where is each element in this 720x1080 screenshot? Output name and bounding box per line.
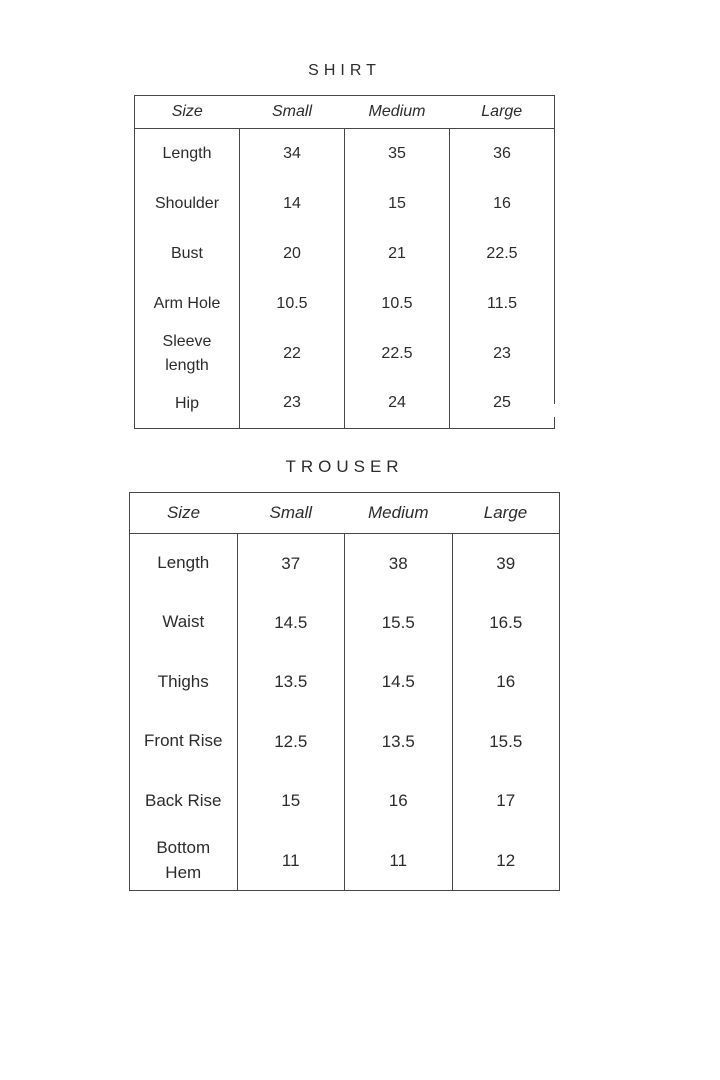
cell-value: 22 bbox=[239, 328, 345, 379]
row-label: Length bbox=[162, 145, 212, 163]
cell-value: 12 bbox=[451, 831, 560, 891]
cell-value: 38 bbox=[344, 533, 452, 593]
trouser-size-chart: TROUSER Size Small Medium Large Length 3… bbox=[129, 458, 560, 891]
table-row: Thighs 13.5 14.5 16 bbox=[130, 652, 560, 712]
row-label: Back Rise bbox=[144, 790, 222, 810]
trouser-table: Size Small Medium Large Length 37 38 39 … bbox=[129, 492, 560, 891]
cell-value: 22.5 bbox=[449, 228, 555, 279]
column-header-size: Size bbox=[129, 492, 237, 534]
cell-value: 16 bbox=[344, 771, 452, 831]
cell-value: 37 bbox=[236, 533, 345, 593]
column-header-large: Large bbox=[452, 492, 560, 534]
column-header-medium: Medium bbox=[344, 95, 450, 129]
table-row: Shoulder 14 15 16 bbox=[135, 178, 555, 229]
cell-value: 14.5 bbox=[344, 652, 452, 712]
cell-value: 39 bbox=[451, 533, 560, 593]
cell-value: 14.5 bbox=[236, 593, 345, 653]
cell-value: 23 bbox=[449, 328, 555, 379]
cell-value: 17 bbox=[451, 771, 560, 831]
cell-value: 11 bbox=[344, 831, 452, 891]
row-label: Bust bbox=[170, 244, 203, 262]
cell-value: 14 bbox=[239, 178, 345, 229]
cell-value: 10.5 bbox=[344, 278, 450, 329]
row-label: Shoulder bbox=[154, 194, 220, 212]
table-row: Sleeve length 22 22.5 23 bbox=[135, 328, 555, 379]
table-row: Hip 23 24 25 bbox=[135, 378, 555, 429]
cell-value: 34 bbox=[239, 128, 345, 179]
border-gap-artifact bbox=[551, 404, 556, 417]
table-row: Length 37 38 39 bbox=[130, 533, 560, 593]
cell-value: 36 bbox=[449, 128, 555, 179]
cell-value: 16.5 bbox=[451, 593, 560, 653]
cell-value: 16 bbox=[449, 178, 555, 229]
column-header-size: Size bbox=[134, 95, 240, 129]
shirt-header-row: Size Small Medium Large bbox=[134, 95, 555, 129]
cell-value: 16 bbox=[451, 652, 560, 712]
cell-value: 15 bbox=[236, 771, 345, 831]
cell-value: 25 bbox=[449, 378, 555, 429]
column-header-medium: Medium bbox=[344, 492, 452, 534]
cell-value: 23 bbox=[239, 378, 345, 429]
cell-value: 20 bbox=[239, 228, 345, 279]
row-label: Thighs bbox=[157, 671, 209, 691]
row-label: Bottom Hem bbox=[156, 837, 211, 882]
trouser-title: TROUSER bbox=[285, 457, 404, 476]
table-row: Arm Hole 10.5 10.5 11.5 bbox=[135, 278, 555, 329]
cell-value: 21 bbox=[344, 228, 450, 279]
cell-value: 15.5 bbox=[344, 593, 452, 653]
row-label: Hip bbox=[174, 394, 199, 412]
row-label: Arm Hole bbox=[153, 294, 221, 312]
column-header-small: Small bbox=[239, 95, 345, 129]
cell-value: 13.5 bbox=[236, 652, 345, 712]
table-row: Front Rise 12.5 13.5 15.5 bbox=[130, 712, 560, 772]
table-row: Waist 14.5 15.5 16.5 bbox=[130, 593, 560, 653]
cell-value: 12.5 bbox=[236, 712, 345, 772]
column-header-small: Small bbox=[237, 492, 345, 534]
table-row: Back Rise 15 16 17 bbox=[130, 771, 560, 831]
table-row: Bust 20 21 22.5 bbox=[135, 228, 555, 279]
trouser-header-row: Size Small Medium Large bbox=[129, 492, 560, 534]
cell-value: 10.5 bbox=[239, 278, 345, 329]
shirt-table: Size Small Medium Large Length 34 35 36 … bbox=[134, 95, 555, 429]
shirt-title: SHIRT bbox=[308, 62, 381, 79]
table-row: Bottom Hem 11 11 12 bbox=[130, 831, 560, 891]
table-row: Length 34 35 36 bbox=[135, 128, 555, 179]
cell-value: 22.5 bbox=[344, 328, 450, 379]
column-header-large: Large bbox=[449, 95, 555, 129]
cell-value: 35 bbox=[344, 128, 450, 179]
cell-value: 11 bbox=[236, 831, 345, 891]
cell-value: 15.5 bbox=[451, 712, 560, 772]
cell-value: 13.5 bbox=[344, 712, 452, 772]
cell-value: 15 bbox=[344, 178, 450, 229]
shirt-size-chart: SHIRT Size Small Medium Large Length 34 … bbox=[134, 62, 556, 429]
cell-value: 11.5 bbox=[449, 278, 555, 329]
row-label: Sleeve length bbox=[162, 333, 212, 374]
row-label: Front Rise bbox=[144, 731, 223, 751]
row-label: Waist bbox=[162, 612, 205, 632]
row-label: Length bbox=[157, 553, 210, 573]
cell-value: 24 bbox=[344, 378, 450, 429]
